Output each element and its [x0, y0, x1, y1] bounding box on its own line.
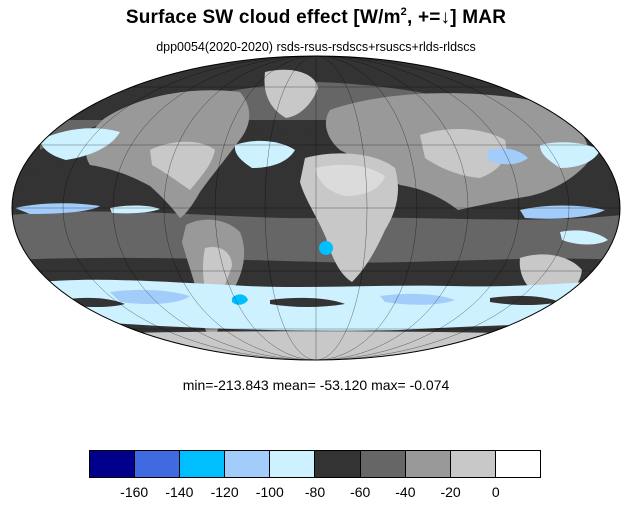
colorbar-cell [135, 451, 181, 477]
south-america-blue [232, 294, 248, 305]
colorbar-cell [225, 451, 271, 477]
colorbar-cell [180, 451, 226, 477]
north-pacific-east-blue [540, 142, 600, 168]
southern-ocean-streaks [60, 295, 560, 307]
antarctica [40, 331, 600, 360]
itcz-blue-central [110, 205, 160, 214]
colorbar-cell [405, 451, 451, 477]
graticule [12, 56, 620, 360]
maritime-continent-blue [520, 205, 605, 219]
north-america-light [150, 141, 215, 190]
colorbar-tick-label: -20 [440, 484, 461, 500]
south-pacific-blue [560, 230, 608, 245]
north-band [40, 82, 600, 150]
colorbar-cell [450, 451, 496, 477]
colorbar-cell [315, 451, 361, 477]
africa [300, 153, 399, 282]
north-atlantic-blue [234, 140, 295, 168]
plot-subtitle: dpp0054(2020-2020) rsds-rsus-rsdscs+rsus… [156, 40, 476, 54]
colorbar-cell [90, 451, 136, 477]
colorbar-tick-label: -60 [350, 484, 371, 500]
sahara-light [315, 164, 385, 196]
map-field [12, 56, 620, 360]
colorbar-labels: -160 -140 -120 -100 -80 -60 -40 -20 0 [89, 484, 541, 504]
colorbar [89, 450, 541, 478]
colorbar-cell [495, 451, 540, 477]
colorbar-tick-label: -120 [210, 484, 239, 500]
title-superscript: 2 [400, 6, 407, 18]
colorbar-cell [270, 451, 316, 477]
colorbar-tick-label: 0 [491, 484, 500, 500]
colorbar-tick-label: -40 [395, 484, 416, 500]
north-pacific-blue [40, 128, 120, 160]
title-tail: , +=↓] MAR [407, 7, 507, 28]
colorbar-tick-label: -100 [255, 484, 284, 500]
colorbar-tick-label: -80 [304, 484, 326, 500]
japan-blue [488, 148, 528, 165]
title-main: Surface SW cloud effect [W/m [125, 7, 401, 28]
colorbar-tick-label: -140 [165, 484, 194, 500]
colorbar-tick-label: -160 [120, 484, 149, 500]
greenland [264, 69, 318, 118]
indian-ocean-blue-spot [319, 241, 333, 255]
colorbar-cell [360, 451, 406, 477]
plot-title: Surface SW cloud effect [W/m2, +=↓] MAR [0, 6, 632, 29]
southern-ocean-sky [110, 289, 455, 305]
stats-line: min=-213.843 mean= -53.120 max= -0.074 [182, 377, 450, 393]
globe-outline [11, 55, 621, 361]
asia-light [420, 128, 507, 178]
itcz-blue-west [15, 203, 100, 214]
